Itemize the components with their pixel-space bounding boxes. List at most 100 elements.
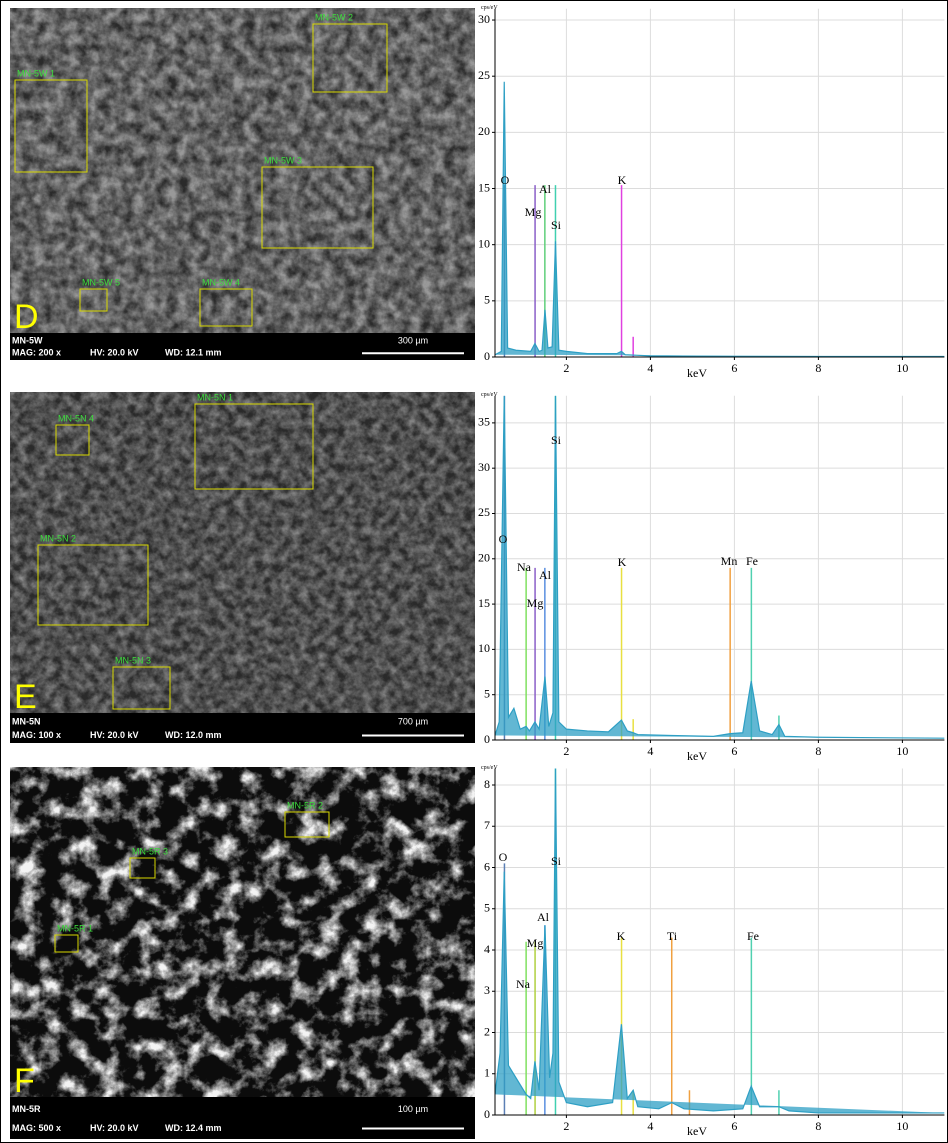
y-tick-label: 25 bbox=[478, 505, 490, 519]
sem-image bbox=[10, 767, 475, 1139]
region-label: MN-5R 3 bbox=[132, 846, 168, 856]
element-label: Fe bbox=[747, 929, 759, 943]
y-tick-label: 6 bbox=[484, 859, 490, 873]
element-label: Al bbox=[537, 910, 550, 924]
x-tick-label: 10 bbox=[896, 361, 908, 375]
magnification: MAG: 200 x bbox=[12, 348, 61, 358]
x-tick-label: 2 bbox=[563, 744, 569, 758]
x-tick-label: 6 bbox=[731, 1119, 737, 1133]
y-tick-label: 7 bbox=[484, 818, 490, 832]
sem-image bbox=[10, 392, 475, 743]
voltage: HV: 20.0 kV bbox=[90, 348, 139, 358]
x-tick-label: 2 bbox=[563, 1119, 569, 1133]
x-tick-label: 4 bbox=[647, 744, 653, 758]
y-axis-label: cps/eV bbox=[481, 765, 498, 771]
sample-name: MN-5N bbox=[12, 716, 41, 726]
x-axis-label: keV bbox=[687, 366, 707, 380]
element-label: O bbox=[501, 173, 510, 187]
element-label: Na bbox=[516, 977, 531, 991]
element-label: K bbox=[618, 173, 627, 187]
x-tick-label: 10 bbox=[896, 1119, 908, 1133]
y-tick-label: 1 bbox=[484, 1066, 490, 1080]
y-tick-label: 5 bbox=[484, 686, 490, 700]
x-axis-label: keV bbox=[687, 1124, 707, 1138]
y-tick-label: 10 bbox=[478, 641, 490, 655]
spectrum bbox=[495, 82, 944, 357]
region-label: MN-5W 4 bbox=[202, 277, 240, 287]
plot-area bbox=[495, 769, 944, 1116]
element-label: K bbox=[617, 929, 626, 943]
element-label: O bbox=[499, 532, 508, 546]
region-label: MN-5R 1 bbox=[57, 923, 93, 933]
x-tick-label: 6 bbox=[731, 744, 737, 758]
panel-letter: D bbox=[14, 298, 39, 336]
scale-label: 300 µm bbox=[398, 335, 428, 345]
element-label: Mg bbox=[527, 936, 544, 950]
working-distance: WD: 12.1 mm bbox=[165, 348, 222, 358]
sample-name: MN-5R bbox=[12, 1104, 41, 1114]
y-tick-label: 30 bbox=[478, 12, 490, 26]
element-label: Al bbox=[539, 568, 552, 582]
figure: MN-5W 1MN-5W 2MN-5W 3MN-5W 5MN-5W 4DMN-5… bbox=[0, 0, 948, 1143]
y-tick-label: 15 bbox=[478, 180, 490, 194]
voltage: HV: 20.0 kV bbox=[90, 730, 139, 740]
x-tick-label: 8 bbox=[815, 744, 821, 758]
element-label: Fe bbox=[746, 554, 758, 568]
element-label: Si bbox=[551, 433, 562, 447]
element-label: O bbox=[499, 850, 508, 864]
region-label: MN-5W 5 bbox=[82, 277, 120, 287]
y-tick-label: 30 bbox=[478, 460, 490, 474]
y-tick-label: 5 bbox=[484, 293, 490, 307]
plot-area bbox=[495, 396, 944, 740]
voltage: HV: 20.0 kV bbox=[90, 1123, 139, 1133]
panel-letter: F bbox=[14, 1062, 35, 1100]
y-tick-label: 25 bbox=[478, 68, 490, 82]
region-label: MN-5N 1 bbox=[197, 392, 233, 402]
scale-label: 700 µm bbox=[398, 716, 428, 726]
y-tick-label: 20 bbox=[478, 551, 490, 565]
spectrum bbox=[495, 769, 944, 1113]
y-axis-label: cps/eV bbox=[481, 392, 498, 398]
region-label: MN-5R 2 bbox=[287, 800, 323, 810]
y-tick-label: 0 bbox=[484, 732, 490, 746]
x-tick-label: 10 bbox=[896, 744, 908, 758]
element-label: Mn bbox=[721, 554, 738, 568]
x-axis-label: keV bbox=[687, 749, 707, 763]
x-tick-label: 8 bbox=[815, 1119, 821, 1133]
y-axis-label: cps/eV bbox=[481, 5, 498, 11]
element-label: Si bbox=[551, 854, 562, 868]
x-tick-label: 6 bbox=[731, 361, 737, 375]
working-distance: WD: 12.0 mm bbox=[165, 730, 222, 740]
magnification: MAG: 100 x bbox=[12, 730, 61, 740]
y-tick-label: 0 bbox=[484, 349, 490, 363]
region-label: MN-5N 3 bbox=[115, 655, 151, 665]
panel-letter: E bbox=[14, 678, 37, 716]
region-label: MN-5W 3 bbox=[264, 155, 302, 165]
y-tick-label: 3 bbox=[484, 983, 490, 997]
y-tick-label: 8 bbox=[484, 777, 490, 791]
y-tick-label: 0 bbox=[484, 1107, 490, 1121]
x-tick-label: 4 bbox=[647, 361, 653, 375]
sample-name: MN-5W bbox=[12, 335, 43, 345]
y-tick-label: 20 bbox=[478, 124, 490, 138]
scale-label: 100 µm bbox=[398, 1104, 428, 1114]
region-label: MN-5W 2 bbox=[315, 12, 353, 22]
element-label: K bbox=[618, 555, 627, 569]
element-label: Na bbox=[517, 560, 532, 574]
element-label: Mg bbox=[527, 596, 544, 610]
y-tick-label: 15 bbox=[478, 596, 490, 610]
region-label: MN-5W 1 bbox=[17, 68, 55, 78]
region-label: MN-5N 2 bbox=[40, 533, 76, 543]
y-tick-label: 2 bbox=[484, 1024, 490, 1038]
y-tick-label: 10 bbox=[478, 236, 490, 250]
element-label: Al bbox=[539, 182, 552, 196]
x-tick-label: 2 bbox=[563, 361, 569, 375]
plot-area bbox=[495, 82, 944, 357]
y-tick-label: 5 bbox=[484, 901, 490, 915]
element-label: Si bbox=[551, 218, 562, 232]
element-label: Ti bbox=[667, 929, 678, 943]
y-tick-label: 4 bbox=[484, 942, 490, 956]
magnification: MAG: 500 x bbox=[12, 1123, 61, 1133]
x-tick-label: 4 bbox=[647, 1119, 653, 1133]
region-label: MN-5N 4 bbox=[58, 413, 94, 423]
